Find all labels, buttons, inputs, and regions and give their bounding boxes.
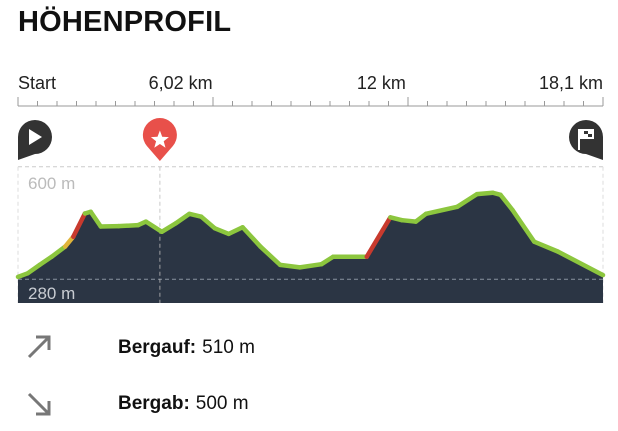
elevation-line-segment bbox=[173, 211, 192, 226]
elevation-line-segment bbox=[37, 254, 54, 268]
elevation-line-segment bbox=[49, 244, 68, 260]
elevation-line-segment bbox=[212, 226, 231, 237]
distance-tick-label: 12 km bbox=[356, 73, 406, 93]
ascent-value: 510 m bbox=[202, 337, 255, 358]
elevation-line-segment bbox=[159, 221, 178, 235]
elevation-line-segment bbox=[116, 222, 141, 229]
elevation-line-segment bbox=[319, 254, 336, 267]
elevation-line-segment bbox=[364, 215, 393, 260]
elevation-line-segment bbox=[510, 207, 537, 244]
flag-check bbox=[584, 131, 588, 134]
descent-value: 500 m bbox=[195, 393, 249, 414]
page-title: HÖHENPROFIL bbox=[18, 6, 232, 38]
ascent-label: Bergauf: bbox=[118, 337, 197, 358]
ascent-stat: Bergauf: 510 m bbox=[118, 337, 255, 359]
elevation-line-segment bbox=[454, 191, 480, 210]
elevation-line-segment bbox=[297, 261, 324, 270]
distance-tick-label: 6,02 km bbox=[148, 73, 213, 93]
elevation-tick-label: 600 m bbox=[28, 174, 75, 193]
elevation-line-segment bbox=[143, 219, 165, 235]
elevation-line-segment bbox=[88, 209, 103, 229]
distance-tick-label: Start bbox=[18, 73, 57, 93]
distance-tick-label: 18,1 km bbox=[539, 73, 604, 93]
elevation-line-segment bbox=[199, 214, 218, 231]
elevation-line-segment bbox=[531, 239, 561, 254]
play-icon bbox=[29, 129, 42, 145]
finish-marker[interactable] bbox=[569, 120, 603, 160]
elevation-line-segment bbox=[25, 262, 42, 276]
flag-check bbox=[588, 134, 592, 137]
star-icon bbox=[150, 130, 169, 148]
elevation-line-segment bbox=[258, 244, 283, 268]
elevation-line-segment bbox=[399, 217, 419, 224]
descent-label: Bergab: bbox=[118, 393, 190, 414]
elevation-line-segment bbox=[555, 249, 606, 278]
elevation-area bbox=[18, 192, 603, 303]
elevation-profile-chart[interactable]: 600 m 280 m bbox=[0, 0, 618, 320]
elevation-tick-label: 280 m bbox=[28, 284, 75, 303]
elevation-line-segment bbox=[71, 211, 88, 239]
elevation-line-segment bbox=[498, 192, 515, 213]
elevation-line-segment bbox=[423, 204, 460, 217]
descent-stat: Bergab: 500 m bbox=[118, 393, 249, 415]
arrow-up-right-icon bbox=[27, 335, 51, 359]
elevation-line-segment bbox=[474, 190, 496, 197]
elevation-line-segment bbox=[277, 262, 303, 270]
arrow-down-right-icon bbox=[27, 392, 51, 416]
elevation-line-segment bbox=[226, 224, 245, 237]
elevation-line-segment bbox=[240, 224, 263, 249]
